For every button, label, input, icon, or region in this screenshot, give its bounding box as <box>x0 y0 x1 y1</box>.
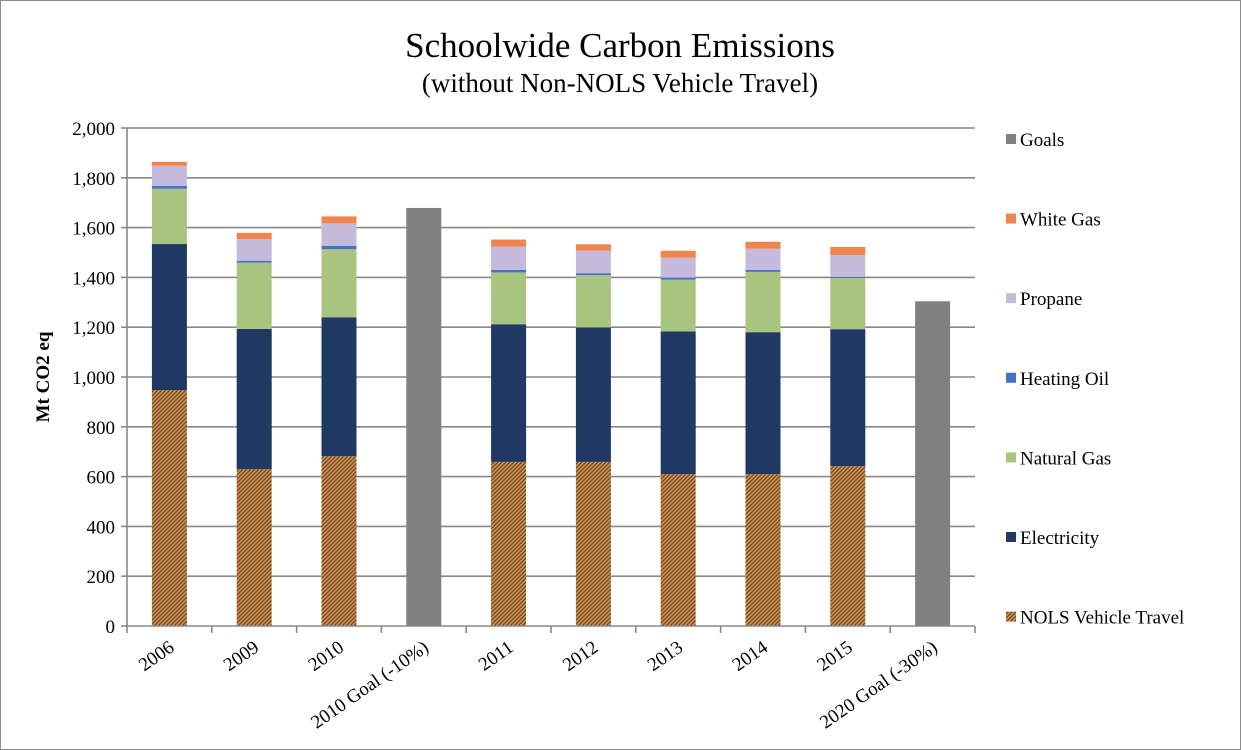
legend-label: Natural Gas <box>1020 448 1111 469</box>
bar-segment-propane <box>575 250 611 274</box>
bar-segment-electricity <box>236 328 272 470</box>
bar-segment-natural-gas <box>575 275 611 328</box>
chart-subtitle: (without Non-NOLS Vehicle Travel) <box>422 68 818 98</box>
y-tick-label: 2,000 <box>72 119 115 140</box>
bar-segment-electricity <box>575 327 611 462</box>
y-axis-ticks: 0 200 400 600 800 1,000 1,200 1,400 1,600 1,800 2,… <box>72 119 127 638</box>
bar-segment-electricity <box>745 332 781 475</box>
bar-segment-electricity <box>151 244 187 391</box>
bar-segment-heating-oil <box>321 245 357 250</box>
bar-segment-nols-vehicle-travel <box>660 474 696 626</box>
bar-segment-natural-gas <box>491 272 527 325</box>
y-axis-label: Mt CO2 eq <box>33 331 54 422</box>
y-tick-label: 1,000 <box>72 368 115 389</box>
bar-segment-electricity <box>660 331 696 475</box>
bar-segment-goals <box>915 301 951 626</box>
legend-label: Heating Oil <box>1020 369 1109 390</box>
legend: Goals White Gas Propane Heating Oil Natural … <box>1006 130 1184 629</box>
bar-segment-white-gas <box>151 161 187 166</box>
x-tick-label: 2012 <box>559 637 602 676</box>
legend-label: Propane <box>1020 289 1082 310</box>
y-tick-label: 1,800 <box>72 169 115 190</box>
legend-label: NOLS Vehicle Travel <box>1020 608 1184 629</box>
bar-segment-propane <box>830 254 866 277</box>
bar-segment-heating-oil <box>491 269 527 273</box>
legend-label: Electricity <box>1020 528 1100 549</box>
y-tick-label: 1,400 <box>72 268 115 289</box>
legend-swatch <box>1006 293 1016 304</box>
bar-segment-heating-oil <box>660 277 696 280</box>
y-tick-label: 1,600 <box>72 219 115 240</box>
legend-swatch <box>1006 213 1016 224</box>
bar-segment-heating-oil <box>745 269 781 272</box>
legend-swatch <box>1006 134 1016 144</box>
bar-segment-electricity <box>321 317 357 457</box>
y-tick-label: 0 <box>106 617 116 638</box>
bar-segment-heating-oil <box>575 273 611 276</box>
y-tick-label: 400 <box>87 517 116 538</box>
bar-segment-nols-vehicle-travel <box>321 456 357 626</box>
bar-segment-natural-gas <box>745 271 781 333</box>
bar-segment-nols-vehicle-travel <box>575 461 611 626</box>
bar-segment-propane <box>151 165 187 186</box>
bar-segment-natural-gas <box>151 188 187 245</box>
x-tick-label: 2011 <box>475 637 518 676</box>
legend-swatch <box>1006 372 1016 383</box>
bar-segment-propane <box>321 223 357 246</box>
bar-segment-heating-oil <box>830 276 866 278</box>
bar-segment-nols-vehicle-travel <box>236 469 272 626</box>
legend-swatch <box>1006 532 1016 542</box>
y-tick-label: 800 <box>87 418 116 439</box>
legend-swatch <box>1006 452 1016 463</box>
x-tick-label: 2014 <box>729 637 773 676</box>
bar-segment-natural-gas <box>660 279 696 332</box>
bar-segment-nols-vehicle-travel <box>151 390 187 626</box>
bar-segment-propane <box>236 239 272 261</box>
x-tick-label: 2013 <box>644 637 687 676</box>
bar-segment-goals <box>406 207 442 626</box>
legend-label: White Gas <box>1020 210 1101 231</box>
bar-segment-natural-gas <box>830 277 866 330</box>
y-tick-label: 200 <box>87 567 116 588</box>
y-tick-label: 1,200 <box>72 318 115 339</box>
bar-segment-natural-gas <box>236 262 272 329</box>
bar-segment-electricity <box>491 324 527 462</box>
bar-segment-white-gas <box>660 250 696 258</box>
x-tick-label: 2009 <box>220 637 263 676</box>
bar-segment-propane <box>491 246 527 270</box>
x-tick-label: 2010 <box>305 637 348 676</box>
x-tick-label: 2015 <box>813 637 856 676</box>
legend-swatch <box>1006 611 1016 622</box>
bar-segment-white-gas <box>491 239 527 247</box>
bar-segment-natural-gas <box>321 249 357 318</box>
bar-segment-white-gas <box>745 241 781 249</box>
bar-segment-heating-oil <box>236 260 272 263</box>
bar-segment-nols-vehicle-travel <box>491 461 527 626</box>
chart-title: Schoolwide Carbon Emissions <box>405 26 835 65</box>
bar-segment-heating-oil <box>151 185 187 189</box>
bar-segment-white-gas <box>830 247 866 255</box>
bar-segment-propane <box>745 248 781 270</box>
y-tick-label: 600 <box>87 468 116 489</box>
bar-segment-nols-vehicle-travel <box>745 474 781 626</box>
bar-segment-electricity <box>830 329 866 467</box>
bar-segment-propane <box>660 257 696 278</box>
legend-label: Goals <box>1020 130 1064 151</box>
x-tick-label: 2006 <box>135 637 178 676</box>
bars <box>151 161 951 626</box>
bar-segment-nols-vehicle-travel <box>830 466 866 626</box>
bar-segment-white-gas <box>575 244 611 251</box>
bar-segment-white-gas <box>321 216 357 224</box>
bar-segment-white-gas <box>236 232 272 240</box>
